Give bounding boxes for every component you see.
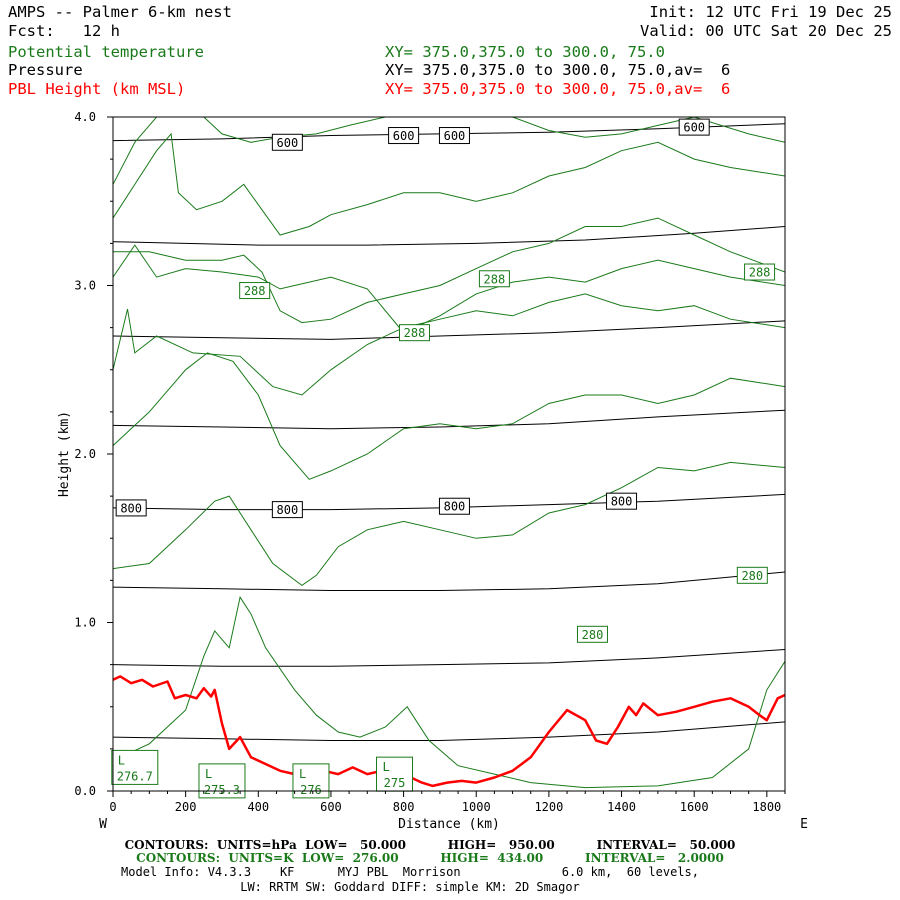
- theta-label-box: [736, 566, 768, 584]
- x-tick-label: 800: [393, 800, 415, 814]
- model-info: Model Info: V4.3.3 KF MYJ PBL Morrison 6…: [121, 865, 699, 879]
- low-marker-box: [376, 756, 414, 792]
- x-tick-label: 400: [247, 800, 269, 814]
- pressure-label-box: [388, 127, 420, 145]
- low-marker-letter: L: [383, 760, 390, 774]
- theta-contour-290: [113, 132, 785, 236]
- y-axis-label: Height (km): [57, 411, 72, 497]
- pressure-label-box: [271, 501, 303, 519]
- theta-contour-288: [113, 217, 785, 324]
- xsect-coords-pressure: XY= 375.0,375.0 to 300.0, 75.0,av= 6: [385, 61, 731, 79]
- physics-info: LW: RRTM SW: Goddard DIFF: simple KM: 2D…: [240, 880, 580, 894]
- pressure-label: 600: [393, 129, 415, 143]
- pbl-height-series: [113, 675, 785, 788]
- low-marker-value: 275.3: [204, 783, 240, 797]
- theta-label: 288: [244, 284, 266, 298]
- pressure-label: 600: [683, 121, 705, 135]
- contour-labels: 600 600 600 600 800 800 800 800 288 288 288 288 280 2…: [115, 118, 776, 643]
- pressure-contour-900: [113, 649, 785, 667]
- theta-label: 288: [749, 266, 771, 280]
- x-tick-label: 200: [175, 800, 197, 814]
- xsect-coords-pbl: XY= 375.0,375.0 to 300.0, 75.0,av= 6: [385, 80, 731, 98]
- theta-label: 280: [582, 628, 604, 642]
- pressure-label: 600: [444, 129, 466, 143]
- east-label: E: [800, 817, 808, 832]
- pressure-label-box: [271, 133, 303, 151]
- pressure-label: 800: [277, 503, 299, 517]
- low-marker-box: [111, 749, 159, 785]
- west-label: W: [99, 817, 107, 832]
- field-name-pressure: Pressure: [8, 61, 83, 79]
- pressure-label: 800: [120, 501, 142, 515]
- low-marker-box: [292, 763, 330, 799]
- theta-contours: [113, 117, 785, 789]
- theta-contour-280: [113, 461, 785, 587]
- x-tick-label: 1600: [680, 800, 709, 814]
- x-axis-label: Distance (km): [398, 817, 500, 832]
- x-tick-label: 600: [320, 800, 342, 814]
- theta-contour-282: [113, 352, 785, 480]
- pressure-contour-650: [113, 226, 785, 246]
- theta-contour-278: [113, 595, 785, 789]
- pressure-label: 800: [444, 500, 466, 514]
- pressure-label-box: [678, 118, 710, 136]
- theta-contour-info: CONTOURS: UNITS=K LOW= 276.00 HIGH= 434.…: [136, 851, 724, 865]
- low-marker-letter: L: [299, 767, 306, 781]
- field-name-theta: Potential temperature: [8, 43, 204, 61]
- theta-label: 288: [484, 272, 506, 286]
- theta-contour-292: [113, 117, 785, 185]
- pressure-contour-850: [113, 571, 785, 591]
- low-marker-value: 275: [384, 776, 406, 790]
- cross-section-chart: 600 600 600 600 800 800 800 800 288 288 288 288 280 2…: [57, 110, 808, 832]
- theta-label-box: [744, 263, 776, 281]
- theta-contour-284: [113, 293, 785, 396]
- low-marker-letter: L: [118, 753, 125, 767]
- model-title: AMPS -- Palmer 6-km nest: [8, 3, 232, 21]
- pressure-contour-950: [113, 721, 785, 741]
- pressure-label: 600: [277, 136, 299, 150]
- init-time: Init: 12 UTC Fri 19 Dec 25: [649, 3, 892, 21]
- theta-label-box: [398, 324, 430, 342]
- theta-label-box: [576, 625, 608, 643]
- y-tick-label: 3.0: [74, 279, 96, 293]
- theta-label-box: [239, 282, 271, 300]
- field-name-pbl: PBL Height (km MSL): [8, 80, 186, 98]
- axes: 0 200 400 600 800 1000 1200 1400 1600 1800 0.0 1.0 2…: [74, 110, 786, 814]
- x-tick-label: 1800: [752, 800, 781, 814]
- theta-label: 288: [404, 326, 426, 340]
- pressure-contour-700: [113, 320, 785, 340]
- pressure-contour-750: [113, 409, 785, 430]
- x-tick-label: 1400: [607, 800, 636, 814]
- y-tick-label: 1.0: [74, 616, 96, 630]
- low-marker-value: 276: [300, 783, 322, 797]
- low-marker-value: 276.7: [117, 769, 153, 783]
- y-tick-label: 0.0: [74, 784, 96, 798]
- x-tick-label: 1200: [534, 800, 563, 814]
- y-tick-label: 4.0: [74, 110, 96, 124]
- pressure-label-box: [438, 497, 470, 515]
- theta-contour-286: [113, 244, 785, 334]
- pressure-contour-info: CONTOURS: UNITS=hPa LOW= 50.000 HIGH= 95…: [124, 838, 736, 852]
- valid-time: Valid: 00 UTC Sat 20 Dec 25: [640, 22, 892, 40]
- pbl-height-line: [113, 675, 785, 788]
- forecast-hour: Fcst: 12 h: [8, 22, 120, 40]
- pressure-label-box: [115, 499, 147, 517]
- low-marker-letter: L: [205, 767, 212, 781]
- x-tick-label: 0: [109, 800, 116, 814]
- xsect-coords-theta: XY= 375.0,375.0 to 300.0, 75.0: [385, 43, 665, 61]
- pressure-label: 800: [611, 495, 633, 509]
- y-tick-label: 2.0: [74, 447, 96, 461]
- low-markers: L 276.7 L 275.3 L 276 L 275: [111, 749, 414, 799]
- pressure-contours: [113, 123, 785, 741]
- theta-label-box: [478, 270, 510, 288]
- x-tick-label: 1000: [462, 800, 491, 814]
- theta-label: 280: [741, 569, 763, 583]
- pressure-label-box: [606, 492, 638, 510]
- pressure-label-box: [438, 127, 470, 145]
